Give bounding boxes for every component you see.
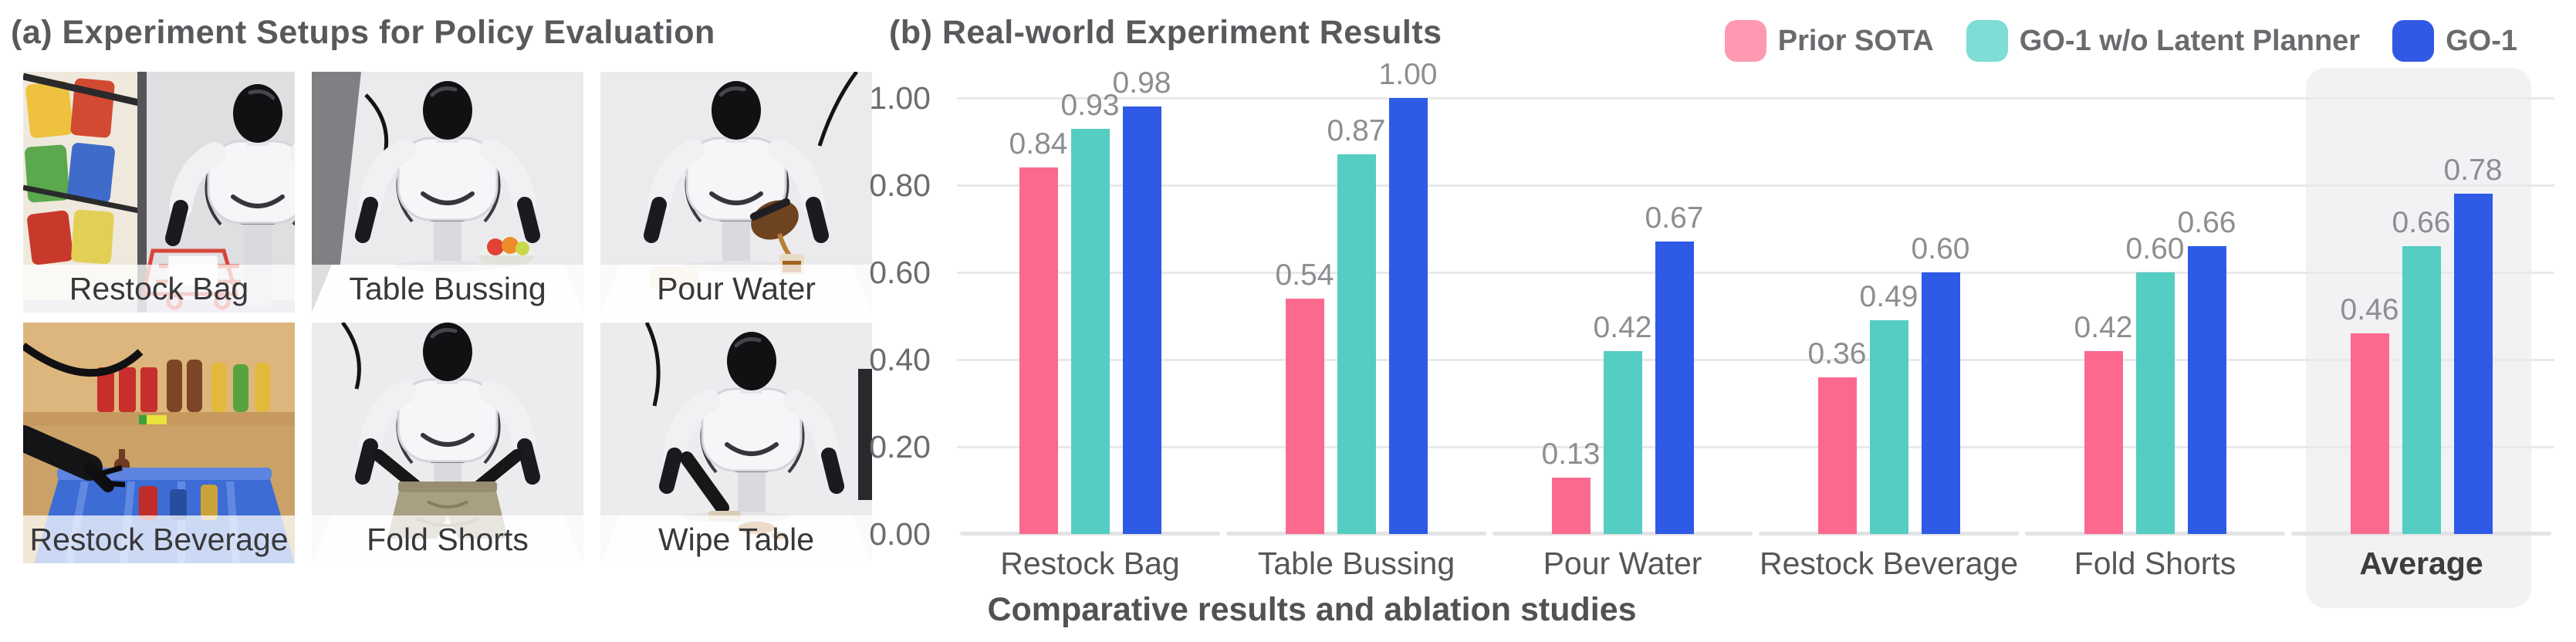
bar-value-label: 0.78	[2443, 154, 2503, 187]
x-axis-label: Restock Beverage	[1759, 546, 2018, 581]
bar-group-fold-shorts: 0.42 0.60 0.66 Fold Shorts	[2022, 98, 2288, 581]
y-axis-tick: 0.00	[869, 516, 931, 552]
bar-prior-sota: 0.13	[1542, 438, 1600, 534]
y-axis-tick: 1.00	[869, 80, 931, 116]
setup-photo-grid: Restock Bag Table Bussing	[23, 72, 872, 563]
bar-value-label: 0.54	[1275, 258, 1334, 292]
x-axis-label: Restock Bag	[1000, 546, 1180, 581]
legend-item-go1: GO-1	[2392, 20, 2517, 62]
y-axis-tick: 0.20	[869, 429, 931, 465]
bar-prior-sota: 0.84	[1009, 127, 1067, 534]
gridline	[957, 359, 2554, 361]
legend-swatch-go1	[2392, 20, 2435, 62]
setup-photo-label: Restock Beverage	[23, 515, 295, 563]
bar-value-label: 0.60	[1911, 232, 1970, 265]
bar-go1-wo-latent-planner: 0.93	[1061, 89, 1119, 534]
bar-prior-sota: 0.46	[2341, 293, 2399, 534]
bar-chart-plot-area: 0.84 0.93 0.98 Restock Bag 0.54 0.87 1.0…	[957, 58, 2554, 581]
chart-legend: Prior SOTA GO-1 w/o Latent Planner GO-1	[1724, 20, 2517, 62]
x-axis-label: Fold Shorts	[2074, 546, 2236, 581]
setup-card-fold-shorts: Fold Shorts	[312, 323, 583, 563]
bar-go1-wo-latent-planner: 0.66	[2392, 206, 2450, 534]
bar-prior-sota: 0.42	[2074, 311, 2132, 534]
bar-group-table-bussing: 0.54 0.87 1.00 Table Bussing	[1223, 58, 1489, 581]
legend-swatch-go1-wo-latent-planner	[1966, 20, 2008, 62]
bar-value-label: 0.66	[2177, 206, 2236, 239]
x-axis-label: Pour Water	[1543, 546, 1702, 581]
bar-go1-wo-latent-planner: 0.87	[1327, 114, 1385, 534]
bar-go1-wo-latent-planner: 0.60	[2126, 232, 2184, 534]
legend-item-go1-wo-latent-planner: GO-1 w/o Latent Planner	[1966, 20, 2360, 62]
bar-go1-wo-latent-planner: 0.42	[1594, 311, 1651, 534]
y-axis-tick: 0.80	[869, 167, 931, 203]
setup-card-restock-beverage: Restock Beverage	[23, 323, 295, 563]
legend-item-prior-sota: Prior SOTA	[1724, 20, 1934, 62]
bar-prior-sota: 0.54	[1276, 258, 1334, 534]
y-axis-tick: 0.60	[869, 255, 931, 290]
bar-go1: 1.00	[1379, 58, 1437, 534]
legend-swatch-prior-sota	[1724, 20, 1766, 62]
bar-value-label: 0.84	[1009, 127, 1068, 160]
legend-label: Prior SOTA	[1777, 24, 1934, 57]
panel-b-title: (b) Real-world Experiment Results	[889, 14, 1442, 51]
bar-group-pour-water: 0.13 0.42 0.67 Pour Water	[1489, 98, 1756, 581]
y-axis-tick: 0.40	[869, 342, 931, 377]
x-axis-label-average: Average	[2359, 546, 2483, 581]
bar-group-restock-beverage: 0.36 0.49 0.60 Restock Beverage	[1756, 98, 2022, 581]
bar-prior-sota: 0.36	[1808, 337, 1866, 534]
setup-photo-label: Table Bussing	[312, 265, 583, 313]
bar-value-label: 1.00	[1378, 58, 1438, 91]
bar-value-label: 0.13	[1541, 438, 1601, 471]
bar-value-label: 0.66	[2392, 206, 2451, 239]
bar-value-label: 0.67	[1645, 201, 1704, 235]
bar-go1-wo-latent-planner: 0.49	[1860, 280, 1918, 534]
setup-photo-label: Restock Bag	[23, 265, 295, 313]
bar-group-average: 0.46 0.66 0.78 Average	[2288, 98, 2554, 581]
panel-a-title: (a) Experiment Setups for Policy Evaluat…	[11, 14, 715, 51]
gridline	[957, 97, 2554, 100]
setup-card-pour-water: Pour Water	[600, 72, 872, 313]
bar-go1: 0.60	[1912, 232, 1969, 534]
x-axis-label: Table Bussing	[1257, 546, 1455, 581]
bar-group-restock-bag: 0.84 0.93 0.98 Restock Bag	[957, 66, 1223, 581]
setup-card-table-bussing: Table Bussing	[312, 72, 583, 313]
gridline	[957, 184, 2554, 187]
bar-value-label: 0.49	[1859, 280, 1918, 313]
setup-card-restock-bag: Restock Bag	[23, 72, 295, 313]
gridline	[957, 272, 2554, 274]
bar-value-label: 0.42	[2074, 311, 2133, 344]
legend-label: GO-1 w/o Latent Planner	[2019, 24, 2361, 57]
figure-caption: Comparative results and ablation studies	[987, 591, 1637, 628]
setup-card-wipe-table: Wipe Table	[600, 323, 872, 563]
bar-go1: 0.67	[1645, 201, 1703, 534]
setup-photo-label: Fold Shorts	[312, 515, 583, 563]
bar-value-label: 0.93	[1060, 89, 1120, 122]
bar-value-label: 0.87	[1327, 114, 1386, 147]
bar-go1: 0.78	[2444, 154, 2502, 534]
bar-go1: 0.66	[2178, 206, 2236, 534]
legend-label: GO-1	[2446, 24, 2517, 57]
bar-value-label: 0.98	[1112, 66, 1171, 100]
bar-value-label: 0.42	[1593, 311, 1652, 344]
setup-photo-label: Wipe Table	[600, 515, 872, 563]
bar-value-label: 0.60	[2125, 232, 2185, 265]
bar-value-label: 0.46	[2340, 293, 2399, 326]
gridline	[957, 446, 2554, 448]
bar-value-label: 0.36	[1807, 337, 1867, 370]
setup-photo-label: Pour Water	[600, 265, 872, 313]
bar-go1: 0.98	[1113, 66, 1171, 534]
